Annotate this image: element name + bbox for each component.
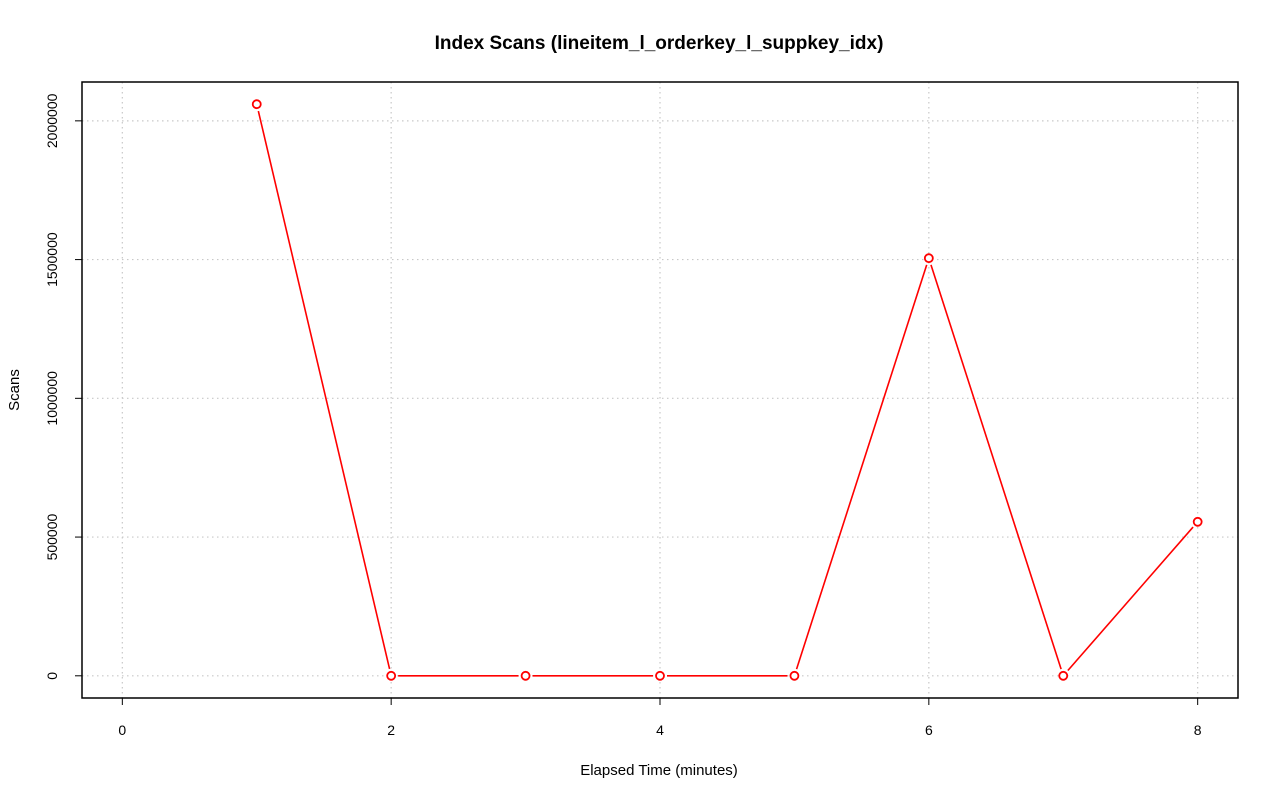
y-axis-label: Scans: [6, 369, 23, 411]
x-tick-label: 8: [1194, 722, 1202, 738]
x-tick-label: 2: [387, 722, 395, 738]
series-line-segment: [1067, 526, 1194, 672]
series-line-segment: [930, 264, 1062, 670]
chart-title: Index Scans (lineitem_l_orderkey_l_suppk…: [435, 33, 884, 54]
x-tick-label: 4: [656, 722, 664, 738]
y-tick-label: 1500000: [44, 232, 60, 287]
data-point: [923, 253, 934, 264]
series-line-segment: [795, 264, 928, 670]
x-tick-label: 0: [118, 722, 126, 738]
x-axis-label: Elapsed Time (minutes): [580, 762, 738, 779]
y-tick-label: 0: [44, 672, 60, 680]
data-point: [251, 99, 262, 110]
data-point: [1192, 516, 1203, 527]
y-tick-label: 2000000: [44, 93, 60, 148]
data-point: [1058, 670, 1069, 681]
grid: [82, 82, 1238, 698]
data-point: [655, 670, 665, 681]
series-line-segment: [257, 110, 391, 670]
data-point: [520, 670, 531, 681]
x-tick-label: 6: [925, 722, 933, 738]
data-point: [386, 670, 397, 681]
series-layer: [251, 99, 1203, 681]
y-axis: 0 500000 1000000 1500000 2000000: [44, 93, 82, 680]
data-point: [789, 670, 800, 681]
plot-frame: [81, 81, 1239, 699]
y-tick-label: 500000: [44, 513, 60, 560]
y-tick-label: 1000000: [44, 371, 60, 426]
x-axis: 0 2 4 6 8: [118, 698, 1202, 738]
